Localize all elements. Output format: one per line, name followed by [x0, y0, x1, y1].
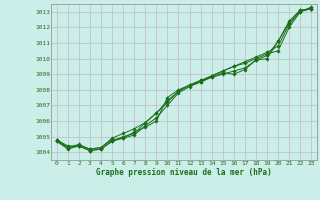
X-axis label: Graphe pression niveau de la mer (hPa): Graphe pression niveau de la mer (hPa)	[96, 168, 272, 177]
